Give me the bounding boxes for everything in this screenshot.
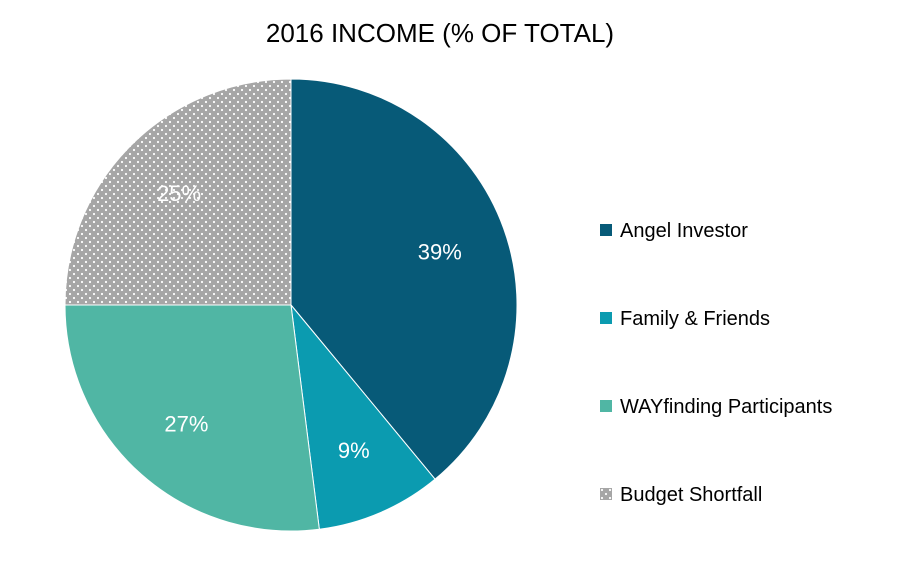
- data-label-wayfinding-participants: 27%: [164, 412, 208, 437]
- legend-swatch-angel-investor: [600, 224, 612, 236]
- legend: Angel Investor Family & Friends WAYfinding…: [600, 220, 832, 506]
- legend-label-wayfinding-participants: WAYfinding Participants: [620, 396, 832, 418]
- pie-slice-wayfinding-participants: [64, 304, 320, 532]
- data-label-budget-shortfall: 25%: [157, 181, 201, 206]
- legend-swatch-family-and-friends: [600, 312, 612, 324]
- pie-slice-family-and-friends: [290, 303, 436, 530]
- legend-label-budget-shortfall: Budget Shortfall: [620, 484, 762, 506]
- legend-swatch-budget-shortfall: [600, 488, 612, 500]
- chart-title: 2016 INCOME (% OF TOTAL): [266, 18, 614, 48]
- data-label-family-and-friends: 9%: [338, 438, 370, 463]
- data-label-angel-investor: 39%: [418, 239, 462, 264]
- pie-slice-angel-investor: [290, 78, 518, 480]
- pie-data-labels: 39% 9% 27% 25%: [157, 181, 462, 463]
- pie-slices: [64, 78, 518, 532]
- legend-label-angel-investor: Angel Investor: [620, 220, 748, 242]
- legend-swatch-wayfinding-participants: [600, 400, 612, 412]
- legend-label-family-and-friends: Family & Friends: [620, 308, 770, 330]
- pie-slice-budget-shortfall: [64, 78, 292, 306]
